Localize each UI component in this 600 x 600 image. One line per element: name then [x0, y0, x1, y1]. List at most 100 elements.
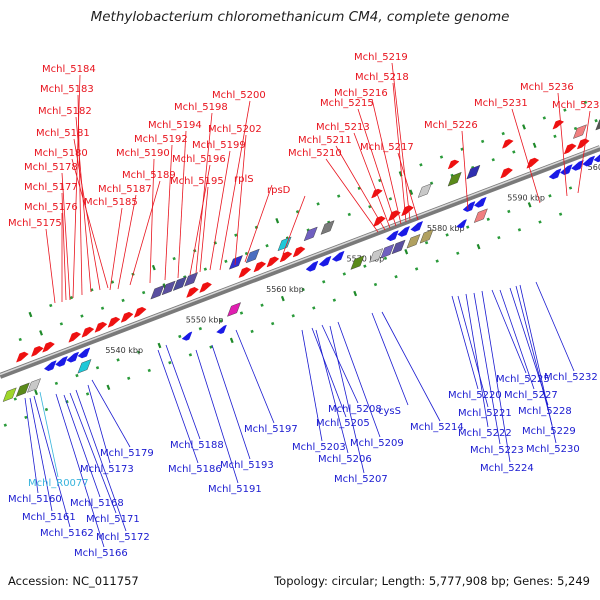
track-dot: [116, 358, 120, 362]
leader-line-top: [45, 228, 56, 304]
gene-label-bottom: Mchl_5179: [100, 448, 154, 459]
gene-label-bottom: Mchl_5203: [292, 442, 346, 453]
leader-line-top: [164, 144, 173, 281]
gene-box: [473, 208, 488, 223]
track-dot: [316, 202, 320, 206]
forward-gene-arrow: [253, 261, 267, 273]
forward-gene-arrow: [501, 139, 514, 149]
gene-label-bottom: Mchl_5166: [74, 548, 128, 559]
gene-box: [447, 171, 462, 187]
gene-label-top: Mchl_5187: [98, 184, 152, 195]
track-dot: [548, 194, 552, 198]
gene-label-bottom: Mchl_5162: [40, 528, 94, 539]
gene-label-top: Mchl_5195: [170, 176, 224, 187]
gene-label-bottom: Mchl_5197: [244, 424, 298, 435]
gene-label-bottom: Mchl_5173: [80, 464, 134, 475]
track-dot: [198, 326, 203, 331]
track-dot: [336, 194, 341, 198]
leader-line-bottom: [535, 281, 575, 372]
gene-label-top: Mchl_5185: [84, 197, 138, 208]
gene-label-top: Mchl_5182: [38, 106, 92, 117]
leader-line-bottom: [165, 344, 201, 440]
track-dot: [260, 303, 264, 307]
leader-line-top: [325, 158, 379, 233]
track-dot: [435, 259, 439, 263]
leader-line-top: [357, 108, 397, 227]
track-dot: [54, 381, 59, 386]
gene-label-bottom: Mchl_5230: [526, 444, 580, 455]
gene-box: [150, 284, 165, 300]
leader-line-top: [209, 150, 231, 271]
gene-label-bottom: Mchl_R0077: [28, 478, 89, 489]
leader-line-top: [73, 138, 101, 291]
track-dot: [456, 251, 460, 255]
gene-label-bottom: Mchl_5188: [170, 440, 224, 451]
leader-line-top: [282, 195, 306, 255]
axis-tick-label: 5550 kbp: [186, 316, 224, 325]
gene-box: [15, 382, 30, 398]
axis-tick-label: 5580 kbp: [427, 224, 465, 233]
leader-line-top: [199, 186, 209, 273]
track-dot: [594, 119, 598, 123]
track-dot: [3, 423, 8, 427]
leader-line-bottom: [515, 285, 553, 426]
leader-line-bottom: [195, 349, 239, 484]
track-dot: [347, 212, 351, 217]
leader-line-top: [195, 112, 213, 274]
leader-line-top: [61, 192, 67, 301]
leader-line-bottom: [301, 329, 323, 442]
track-dot: [34, 389, 38, 396]
track-dot: [270, 321, 275, 326]
genome-summary-text: Topology: circular; Length: 5,777,908 bp…: [274, 574, 590, 588]
gene-label-bottom: Mchl_5209: [350, 438, 404, 449]
track-dot: [85, 392, 90, 396]
gene-label-bottom: Mchl_5161: [22, 512, 76, 523]
track-dot: [229, 337, 234, 344]
forward-gene-arrow: [576, 138, 590, 150]
forward-gene-arrow: [238, 267, 252, 279]
gene-box: [572, 124, 587, 139]
forward-gene-arrow: [266, 256, 280, 268]
track-dot: [209, 345, 213, 349]
gene-box: [350, 255, 365, 270]
leader-line-bottom: [481, 290, 511, 463]
track-dot: [460, 147, 464, 151]
gene-label-top: Mchl_5215: [320, 98, 374, 109]
gene-label-top: Mchl_5184: [42, 64, 96, 75]
reverse-gene-arrow: [181, 331, 193, 341]
track-dot: [28, 311, 33, 318]
gene-label-bottom: Mchl_5208: [328, 404, 382, 415]
leader-line-top: [391, 62, 411, 221]
gene-box: [277, 236, 292, 252]
track-dot: [419, 163, 423, 167]
gene-label-bottom: Mchl_5222: [458, 428, 512, 439]
reverse-gene-arrow: [559, 164, 573, 176]
track-dot: [480, 139, 485, 144]
reverse-gene-arrow: [548, 168, 562, 180]
forward-gene-arrow: [552, 119, 565, 130]
reverse-gene-arrow: [582, 155, 596, 167]
track-dot: [542, 116, 547, 120]
gene-label-top: Mchl_5194: [148, 120, 202, 131]
leader-line-bottom: [381, 311, 441, 422]
reverse-gene-arrow: [473, 196, 487, 208]
forward-gene-arrow: [42, 341, 55, 353]
leader-line-top: [109, 207, 123, 291]
gene-label-bottom: Mchl_5186: [168, 464, 222, 475]
track-dot: [532, 142, 537, 149]
track-dot: [491, 158, 495, 162]
track-dot: [172, 256, 176, 261]
forward-gene-arrow: [133, 306, 147, 318]
track-dot: [121, 298, 125, 303]
track-dot: [24, 415, 28, 420]
reverse-gene-arrow: [77, 347, 91, 359]
track-dot: [322, 280, 326, 284]
leader-line-top: [149, 158, 155, 284]
gene-label-bottom: Mchl_5232: [544, 372, 598, 383]
reverse-gene-arrow: [55, 355, 68, 367]
leader-line-bottom: [91, 379, 131, 448]
track-dot: [100, 306, 105, 310]
forward-gene-arrow: [447, 159, 460, 170]
gene-box: [466, 164, 481, 180]
reverse-gene-arrow: [43, 360, 57, 372]
